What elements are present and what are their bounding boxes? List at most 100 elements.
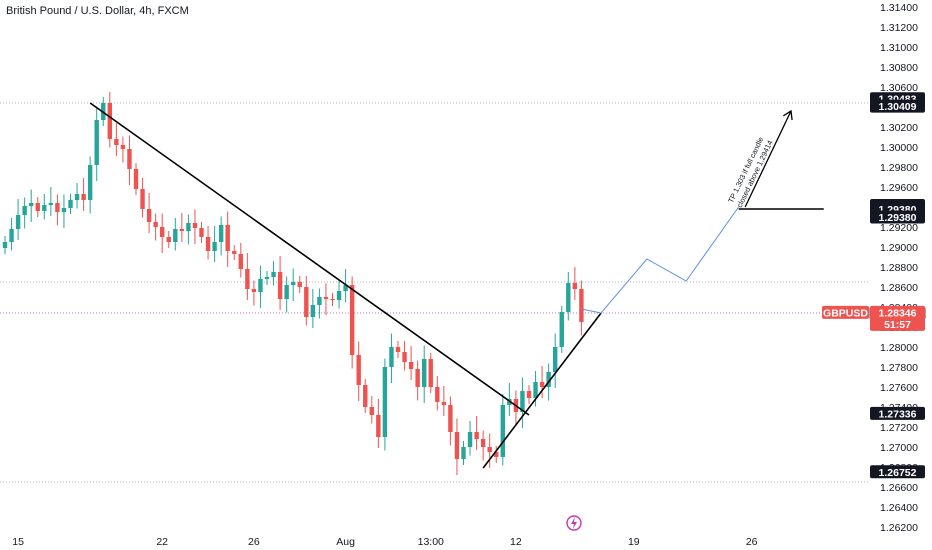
candle (81, 178, 86, 211)
candle (402, 341, 407, 371)
candle (107, 92, 112, 148)
candle (42, 194, 47, 220)
price-tick-label: 1.30000 (880, 142, 918, 154)
candle (245, 253, 250, 300)
candle (258, 265, 263, 308)
candle (22, 197, 27, 229)
candle (9, 218, 14, 251)
candle (304, 276, 309, 326)
candle (474, 416, 479, 450)
up-trendline[interactable] (482, 312, 602, 469)
down-trendline[interactable] (89, 102, 530, 416)
candle (205, 226, 211, 260)
candle (349, 276, 355, 369)
symbol-tag (822, 305, 869, 319)
current-price-box (870, 305, 925, 331)
candle (2, 236, 8, 254)
price-tick-label: 1.27200 (880, 422, 918, 434)
candle (55, 194, 60, 226)
candle (408, 346, 414, 380)
candle (553, 333, 558, 388)
candle (74, 183, 80, 209)
candle (94, 106, 99, 181)
price-tick-label: 1.27800 (880, 362, 918, 374)
price-tick-label: 1.29200 (880, 222, 918, 234)
candle (572, 267, 578, 300)
candle (559, 306, 564, 353)
candle (317, 288, 322, 319)
candle (212, 226, 217, 262)
svg-text:1.27336: 1.27336 (879, 408, 917, 420)
candle (61, 194, 67, 228)
candle (120, 136, 126, 163)
price-tick-label: 1.31000 (880, 42, 918, 54)
price-tick-label: 1.30200 (880, 122, 918, 134)
candle (461, 441, 466, 465)
price-tick-label: 1.28600 (880, 282, 918, 294)
candle (336, 280, 342, 309)
candle (133, 163, 139, 195)
candle (277, 256, 283, 310)
candle (526, 385, 532, 404)
candle (395, 341, 401, 358)
candle (480, 430, 486, 461)
candle (382, 358, 388, 451)
price-tag: 1.26752 (870, 465, 925, 479)
candle (271, 261, 276, 286)
price-tick-label: 1.26400 (880, 502, 918, 514)
symbol-label: GBPUSD (823, 307, 868, 319)
price-tick-label: 1.29000 (880, 242, 918, 254)
price-axis[interactable]: 1.31400 1.31200 1.31000 1.30800 1.30600 1.304… (880, 2, 918, 534)
candle (192, 209, 198, 244)
candle (291, 268, 296, 301)
candle (467, 421, 473, 456)
time-tick-label: 22 (156, 536, 168, 548)
candlesticks (2, 92, 584, 475)
price-tick-label: 1.31200 (880, 22, 918, 34)
price-tick-label: 1.30800 (880, 62, 918, 74)
candle (376, 399, 381, 448)
candle (579, 280, 584, 336)
candle (114, 123, 119, 156)
lightning-icon[interactable] (566, 515, 582, 531)
price-tags: 1.304831.304091.294151.293801.293801.273… (822, 92, 926, 479)
time-axis[interactable]: 15 22 26 Aug 13:00 12 19 26 (12, 536, 757, 548)
candle (389, 333, 394, 383)
candle (166, 231, 171, 248)
candle (140, 178, 145, 218)
candle (153, 213, 158, 241)
candle (264, 271, 270, 285)
candle (448, 396, 453, 446)
time-tick-label: 19 (628, 536, 640, 548)
horizontal-lines (0, 102, 868, 483)
candle (87, 156, 93, 214)
price-tick-label: 1.27600 (880, 382, 918, 394)
price-tick-label: 1.26200 (880, 522, 918, 534)
svg-text:1.26752: 1.26752 (879, 467, 917, 479)
price-tick-label: 1.28000 (880, 342, 918, 354)
price-tag: 1.27336 (870, 406, 925, 420)
time-tick-label: 26 (746, 536, 758, 548)
candle (15, 199, 21, 240)
price-tick-label: 1.27000 (880, 442, 918, 454)
candle (494, 446, 499, 463)
price-tick-label: 1.31400 (880, 2, 918, 14)
price-tick-label: 1.26600 (880, 482, 918, 494)
arrow-head (783, 109, 793, 121)
candle (297, 276, 302, 293)
candle (500, 394, 505, 466)
projection-path[interactable] (581, 206, 740, 314)
candle (160, 213, 165, 253)
candle (251, 280, 257, 306)
candle (415, 360, 420, 401)
candle (454, 418, 460, 475)
candle (218, 216, 224, 256)
candle (356, 341, 361, 401)
candle (238, 243, 243, 278)
target-arrow[interactable] (744, 110, 792, 208)
time-tick-label: 15 (12, 536, 24, 548)
candle (428, 353, 433, 393)
